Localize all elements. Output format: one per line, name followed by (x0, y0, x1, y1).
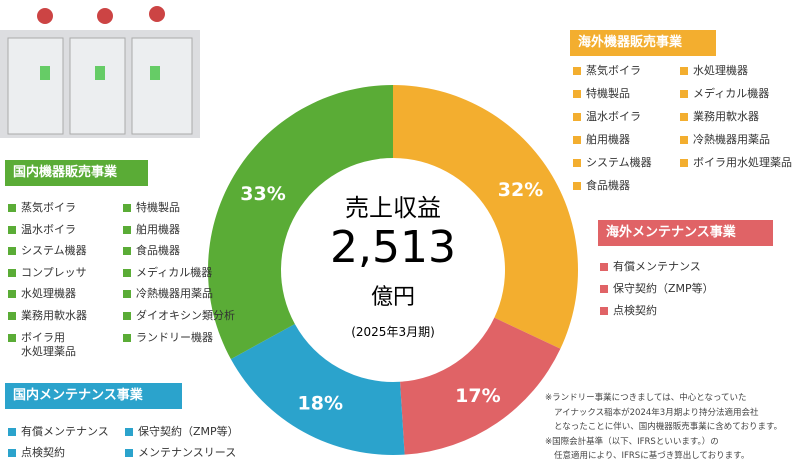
segment-label: 33% (240, 183, 285, 205)
segment-item: 有償メンテナンス (8, 425, 109, 439)
segment-item: システム機器 (573, 156, 652, 170)
segment-header: 国内メンテナンス事業 (5, 383, 182, 409)
center-amount: 2,513 (330, 222, 456, 273)
note: 任意適用により、IFRSに基づき算出しております。 (554, 451, 750, 461)
donut-segment (208, 85, 393, 360)
note: アイナックス稲本が2024年3月期より持分法適用会社 (554, 407, 759, 418)
segment-item: 冷熱機器用薬品 (680, 133, 770, 147)
segment-item: 蒸気ボイラ (8, 201, 76, 215)
segment-item: ダイオキシン類分析 (123, 309, 235, 323)
segment-item: 保守契約（ZMP等） (600, 282, 714, 296)
segment-item: 冷熱機器用薬品 (123, 287, 213, 301)
segment-item: 水処理機器 (680, 64, 748, 78)
segment-item: 業務用軟水器 (680, 110, 759, 124)
center-period: (2025年3月期) (351, 325, 435, 339)
segment-item: 食品機器 (123, 244, 180, 258)
segment-label: 17% (455, 385, 500, 407)
segment-item: 点検契約 (600, 304, 657, 318)
segment-header: 国内機器販売事業 (5, 160, 148, 186)
boiler-image (0, 6, 200, 138)
segment-item: 特機製品 (123, 201, 180, 215)
donut-segment (393, 85, 578, 349)
segment-item: 舶用機器 (573, 133, 630, 147)
segment-header: 海外メンテナンス事業 (598, 220, 773, 246)
segment-item: 食品機器 (573, 179, 630, 193)
segment-item: ボイラ用水処理薬品 (680, 156, 792, 170)
center-unit: 億円 (371, 285, 415, 310)
segment-item: 舶用機器 (123, 223, 180, 237)
segment-label: 18% (298, 392, 343, 414)
segment-header: 海外機器販売事業 (570, 30, 716, 56)
segment-item: 温水ボイラ (573, 110, 641, 124)
segment-item: メディカル機器 (680, 87, 769, 101)
segment-item: システム機器 (8, 244, 87, 258)
segment-item: 保守契約（ZMP等） (125, 425, 239, 439)
segment-item: 点検契約 (8, 446, 65, 460)
segment-label: 32% (498, 179, 543, 201)
segment-item: ボイラ用 水処理薬品 (8, 331, 76, 359)
note: ※国際会計基準（以下、IFRSといいます。）の (545, 436, 719, 447)
donut-segment (230, 323, 405, 456)
segment-item: ランドリー機器 (123, 331, 213, 345)
segment-item: 温水ボイラ (8, 223, 76, 237)
note: となったことに伴い、国内機器販売事業に含めております。 (554, 422, 783, 432)
segment-item: 水処理機器 (8, 287, 76, 301)
segment-item: 特機製品 (573, 87, 630, 101)
note: ※ランドリー事業につきましては、中心となっていた (545, 393, 747, 403)
donut-segment (400, 317, 561, 455)
segment-item: コンプレッサ (8, 266, 87, 280)
segment-item: メンテナンスリース (125, 446, 236, 460)
segment-item: メディカル機器 (123, 266, 212, 280)
segment-item: 業務用軟水器 (8, 309, 87, 323)
segment-item: 有償メンテナンス (600, 260, 701, 274)
segment-item: 蒸気ボイラ (573, 64, 641, 78)
center-title: 売上収益 (345, 194, 441, 222)
